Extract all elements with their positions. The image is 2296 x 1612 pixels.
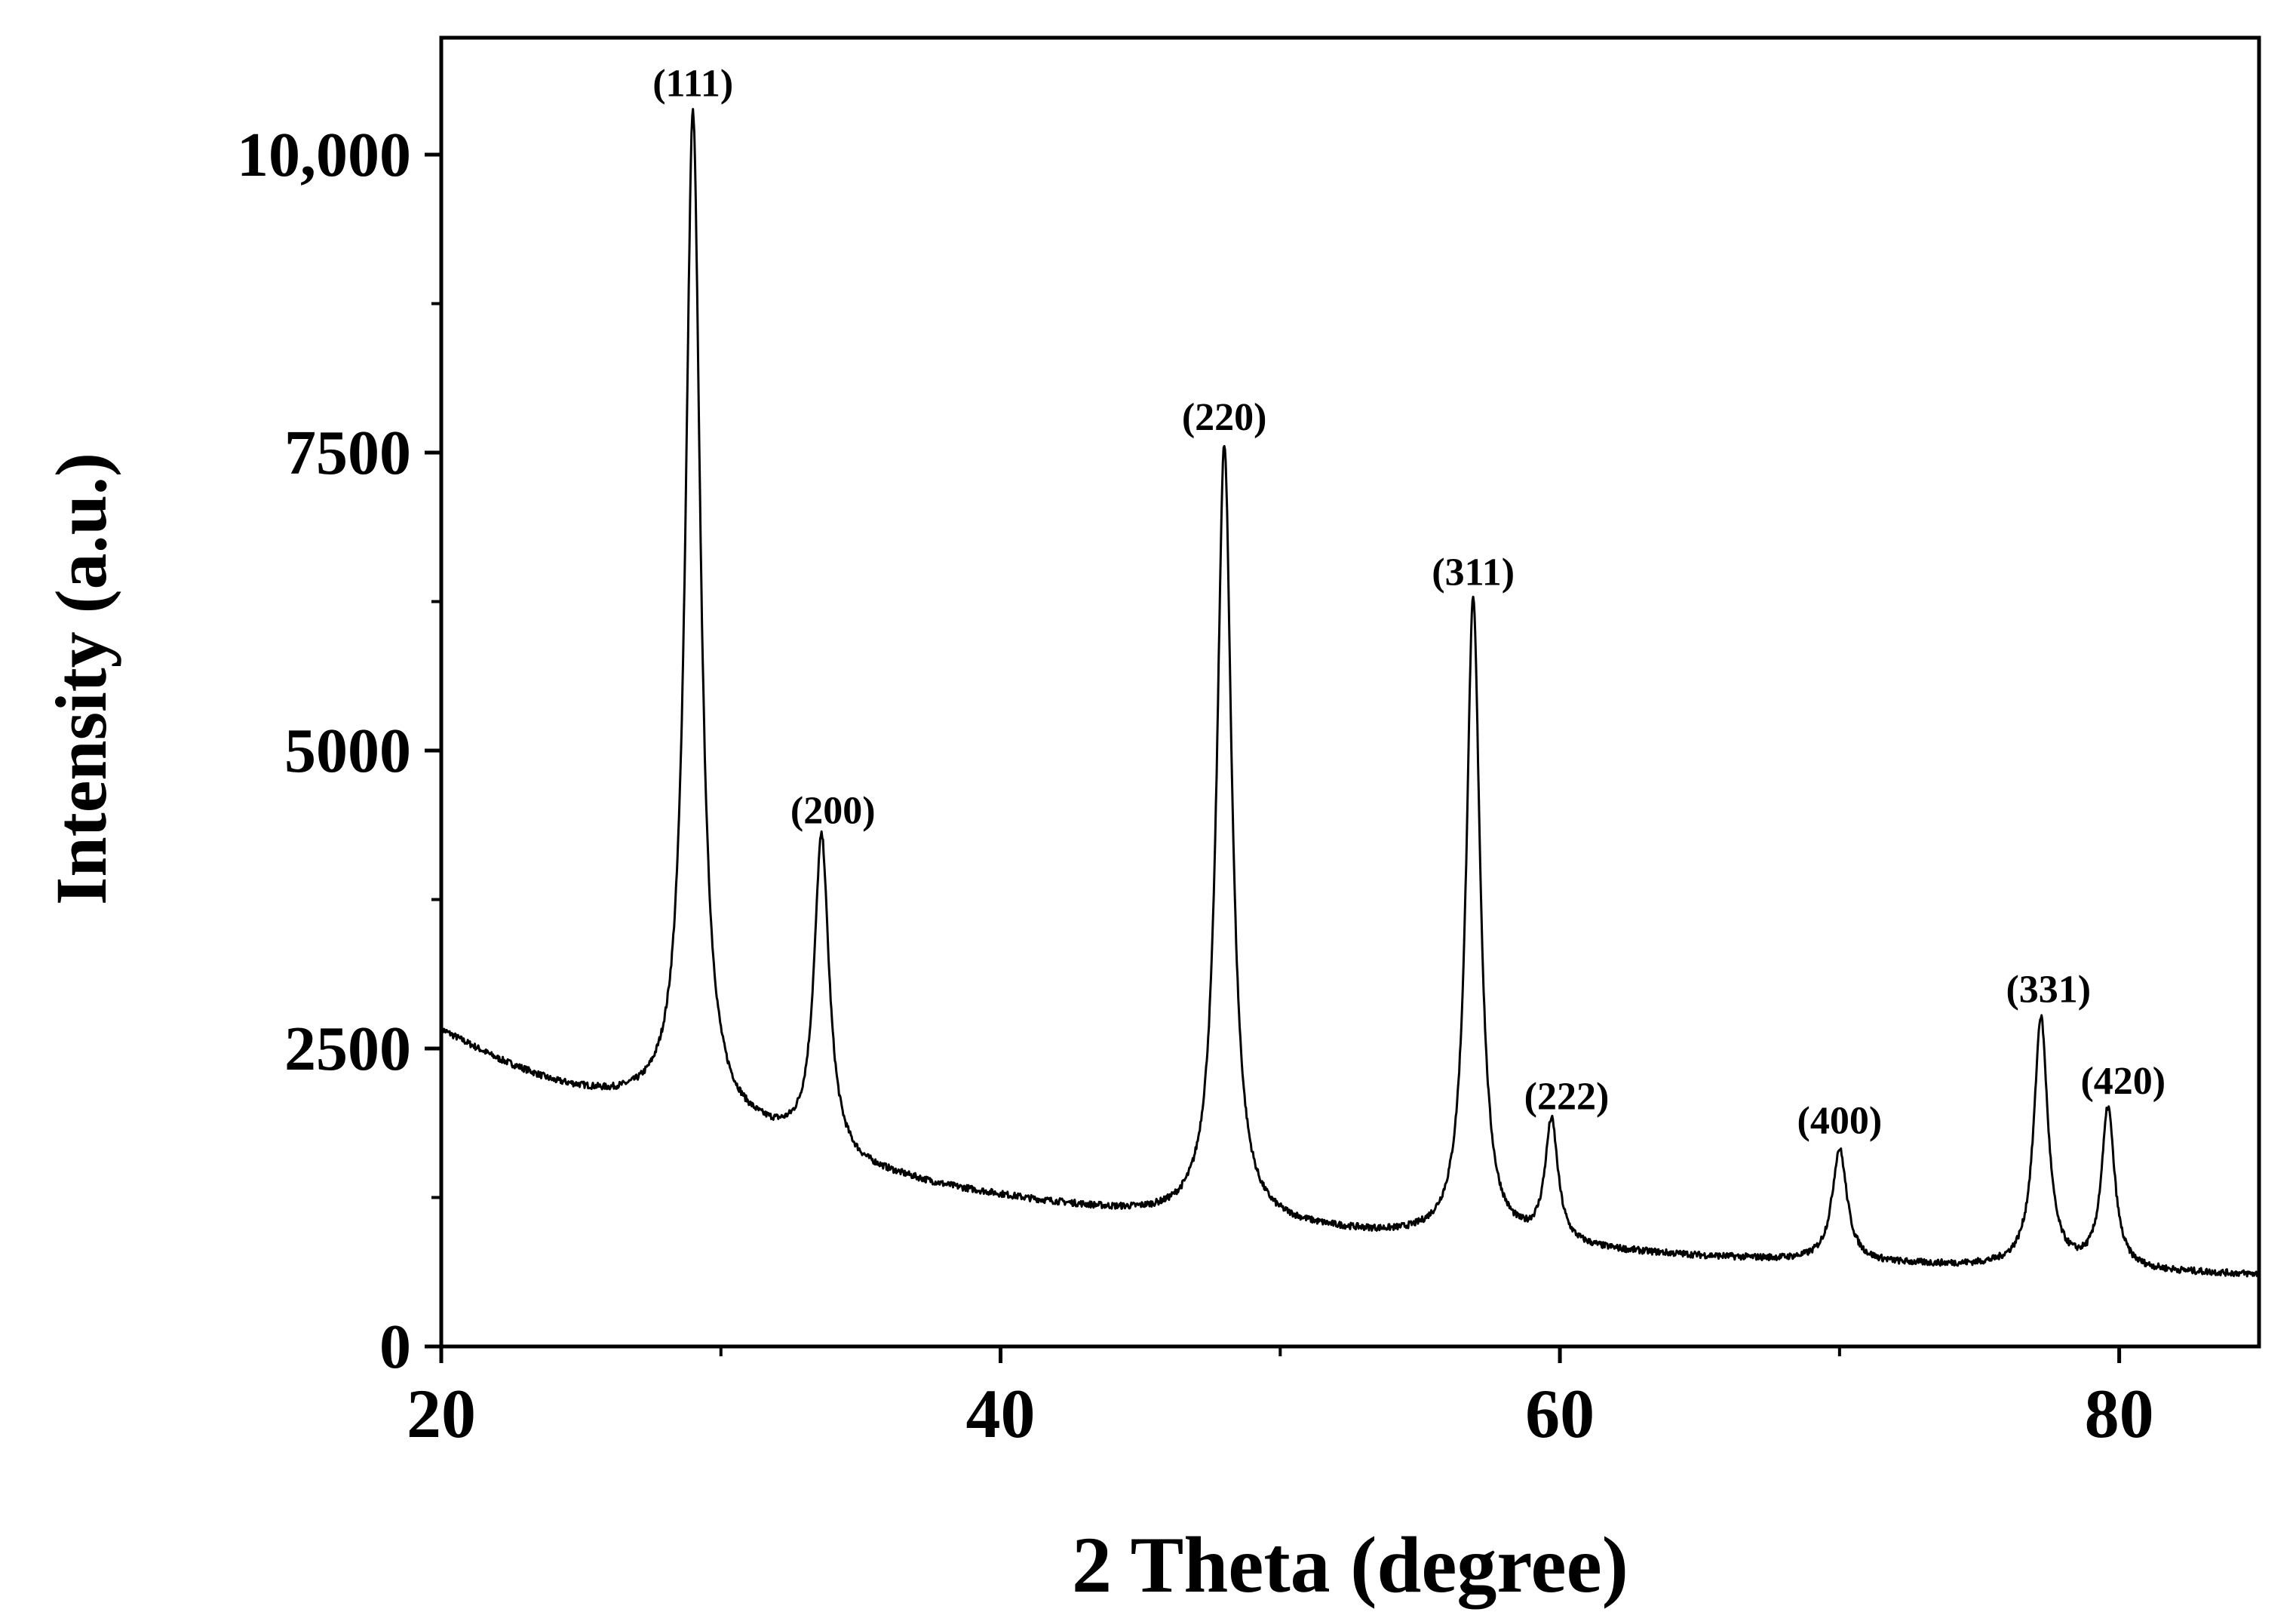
peak-label-420: (420) <box>2080 1060 2166 1103</box>
y-tick-label-5000: 5000 <box>284 716 411 786</box>
plot-frame <box>439 35 2261 1349</box>
y-tick-label-7500: 7500 <box>284 418 411 488</box>
y-tick-label-0: 0 <box>379 1312 411 1382</box>
x-ticks: 20 40 60 80 <box>407 1346 2154 1452</box>
y-tick-label-2500: 2500 <box>284 1014 411 1084</box>
xrd-pattern-line <box>440 108 2260 1278</box>
y-ticks: 0 2500 5000 7500 10,000 <box>237 120 441 1382</box>
peak-label-400: (400) <box>1797 1099 1883 1142</box>
peak-labels: (111) (200) (220) (311) (222) (400) (331) (420) <box>652 63 2166 1143</box>
peak-label-331: (331) <box>2006 969 2091 1012</box>
y-axis-title: Intensity (a.u.) <box>41 453 121 905</box>
peak-label-220: (220) <box>1182 396 1267 439</box>
x-axis-title: 2 Theta (degree) <box>1072 1521 1628 1609</box>
x-tick-label-60: 60 <box>1525 1375 1595 1452</box>
peak-label-222: (222) <box>1524 1076 1610 1119</box>
peak-label-311: (311) <box>1432 551 1515 594</box>
x-tick-label-80: 80 <box>2085 1375 2154 1452</box>
x-tick-label-40: 40 <box>966 1375 1036 1452</box>
y-tick-label-10000: 10,000 <box>237 120 411 190</box>
peak-label-111: (111) <box>652 63 733 106</box>
x-tick-label-20: 20 <box>407 1375 476 1452</box>
peak-label-200: (200) <box>790 790 876 833</box>
